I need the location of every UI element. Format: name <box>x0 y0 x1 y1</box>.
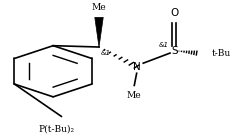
Text: Me: Me <box>92 3 106 12</box>
Text: P(t-Bu)₂: P(t-Bu)₂ <box>39 124 75 133</box>
Text: N: N <box>133 62 140 72</box>
Text: t-Bu: t-Bu <box>212 49 231 58</box>
Polygon shape <box>95 17 103 47</box>
Text: Me: Me <box>127 91 142 100</box>
Text: &1: &1 <box>100 50 110 56</box>
Text: S: S <box>171 46 178 56</box>
Text: &1: &1 <box>159 42 169 48</box>
Text: O: O <box>170 8 178 18</box>
